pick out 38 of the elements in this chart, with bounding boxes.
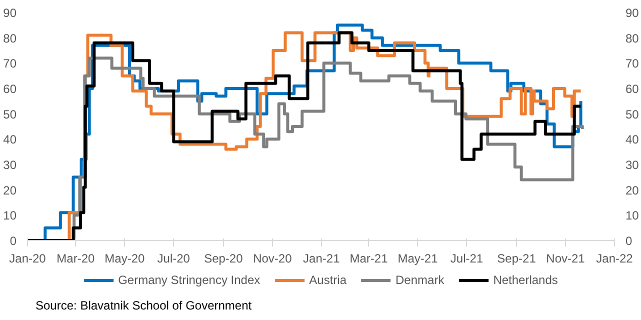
y-tick-label: 40: [3, 132, 17, 147]
y-tick-label: 10: [3, 208, 17, 223]
y-tick-label: 80: [3, 31, 17, 46]
y2-tick-label: 50: [626, 107, 640, 122]
x-tick-label: Jul-20: [157, 252, 190, 266]
x-tick-label: Mar-20: [56, 252, 96, 266]
y-tick-label: 50: [3, 107, 17, 122]
y-tick-label: 0: [10, 234, 17, 248]
y2-tick-label: 90: [626, 6, 640, 20]
y2-tick-label: 20: [626, 183, 640, 198]
x-tick-label: Jan-21: [303, 252, 340, 266]
y-tick-label: 70: [3, 56, 17, 71]
y2-tick-label: 30: [626, 158, 640, 172]
x-tick-label: Jul-21: [450, 252, 484, 266]
y-tick-label: 30: [3, 158, 17, 172]
y2-tick-label: 70: [626, 56, 640, 71]
y2-tick-label: 40: [626, 132, 640, 147]
x-tick-label: Jan-20: [9, 252, 46, 266]
x-tick-label: May-21: [398, 252, 438, 266]
x-tick-label: Nov-21: [546, 252, 586, 266]
y-tick-label: 60: [3, 82, 17, 96]
legend-label: Netherlands: [493, 273, 558, 287]
x-tick-label: Sep-20: [204, 252, 244, 266]
x-tick-label: Mar-21: [350, 252, 388, 266]
y2-tick-label: 80: [626, 31, 640, 46]
y-tick-label: 90: [3, 6, 17, 20]
legend-label: Austria: [309, 273, 347, 287]
legend-label: Denmark: [396, 273, 444, 287]
x-tick-label: May-20: [104, 252, 145, 266]
y2-tick-label: 10: [626, 208, 640, 223]
y2-tick-label: 60: [626, 82, 640, 96]
x-tick-label: Nov-20: [253, 252, 292, 266]
y2-tick-label: 0: [626, 234, 632, 248]
source-note: Source: Blavatnik School of Government: [36, 298, 252, 312]
legend-label: Germany Stringency Index: [118, 273, 260, 287]
x-tick-label: Jan-22: [596, 252, 634, 266]
x-tick-label: Sep-21: [497, 252, 536, 266]
y-tick-label: 20: [3, 183, 17, 198]
